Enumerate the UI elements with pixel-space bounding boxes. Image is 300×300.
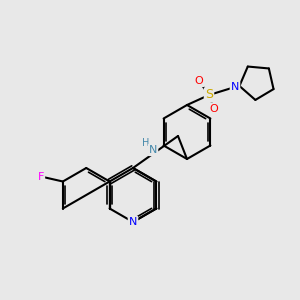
Text: H: H xyxy=(142,138,150,148)
Text: S: S xyxy=(205,88,213,101)
Text: F: F xyxy=(38,172,44,182)
Text: O: O xyxy=(210,104,218,114)
Text: O: O xyxy=(195,76,203,86)
Text: N: N xyxy=(149,145,157,155)
Text: N: N xyxy=(231,82,239,92)
Text: N: N xyxy=(129,217,137,227)
